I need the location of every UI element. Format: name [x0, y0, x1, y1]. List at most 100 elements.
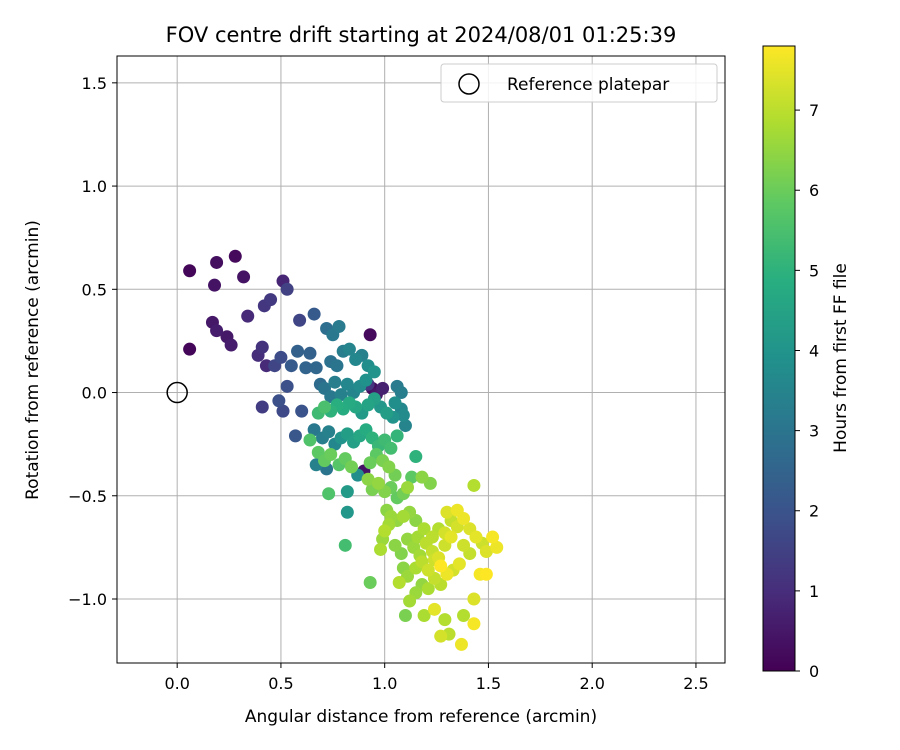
data-point — [210, 324, 224, 338]
chart-title: FOV centre drift starting at 2024/08/01 … — [166, 23, 677, 47]
data-point — [224, 338, 238, 352]
data-point — [299, 361, 313, 375]
y-tick-label: 0.5 — [82, 280, 107, 299]
y-tick-label: 1.0 — [82, 177, 107, 196]
scatter-points — [183, 249, 504, 651]
colorbar-ticks: 0 1 2 3 4 5 6 7 — [795, 101, 819, 681]
data-point — [255, 400, 269, 414]
data-point — [479, 545, 493, 559]
data-point — [438, 613, 452, 627]
plot-frame — [116, 55, 726, 664]
data-point — [361, 398, 375, 412]
x-tick-label: 1.5 — [476, 674, 501, 693]
data-point — [272, 394, 286, 408]
data-point — [434, 629, 448, 643]
legend: Reference platepar — [440, 63, 718, 103]
data-point — [421, 582, 435, 596]
data-point — [384, 441, 398, 455]
data-point — [309, 361, 323, 375]
data-point — [450, 503, 464, 517]
data-point — [183, 342, 197, 356]
colorbar-tick-label: 2 — [809, 502, 819, 521]
data-point — [467, 478, 481, 492]
data-point — [349, 353, 363, 366]
data-point — [280, 282, 294, 296]
data-point — [382, 460, 396, 474]
x-axis-label: Angular distance from reference (arcmin) — [245, 707, 597, 727]
data-point — [183, 264, 197, 278]
data-point — [405, 470, 419, 484]
data-point — [417, 522, 431, 536]
x-tick-label: 2.0 — [579, 674, 604, 693]
data-point — [367, 365, 381, 379]
colorbar-tick-label: 6 — [809, 181, 819, 200]
data-point — [371, 476, 385, 490]
data-point — [342, 342, 356, 356]
y-axis-label: Rotation from reference (arcmin) — [23, 220, 43, 500]
colorbar-tick-label: 7 — [809, 101, 819, 120]
data-point — [380, 406, 394, 420]
data-point — [264, 293, 278, 307]
data-point — [376, 381, 390, 395]
data-point — [344, 460, 358, 474]
data-point — [469, 530, 483, 544]
data-point — [303, 346, 317, 360]
data-point — [274, 350, 288, 364]
data-point — [467, 617, 481, 631]
data-point — [295, 404, 309, 418]
data-point — [340, 485, 354, 499]
data-point — [332, 319, 346, 333]
data-point — [396, 408, 410, 422]
data-point — [328, 375, 342, 389]
data-point — [486, 530, 500, 544]
data-point — [467, 592, 481, 606]
data-point — [403, 594, 417, 608]
data-point — [378, 524, 392, 538]
data-point — [479, 567, 493, 581]
data-point — [401, 481, 415, 495]
data-point — [307, 423, 321, 437]
data-point — [291, 344, 305, 358]
data-point — [457, 538, 471, 552]
data-point — [409, 450, 423, 464]
data-point — [388, 538, 402, 552]
x-tick-label: 0.5 — [268, 674, 293, 693]
data-point — [359, 373, 373, 387]
data-point — [452, 557, 466, 571]
x-axis-ticks: 0.0 0.5 1.0 1.5 2.0 2.5 — [164, 663, 709, 693]
data-point — [293, 313, 307, 327]
data-point — [340, 505, 354, 519]
data-point — [237, 270, 251, 284]
data-point — [363, 575, 377, 589]
data-point — [228, 249, 242, 263]
data-point — [330, 359, 344, 373]
y-tick-label: −1.0 — [68, 590, 107, 609]
data-point — [388, 396, 402, 410]
data-point — [322, 425, 336, 439]
data-point — [241, 309, 255, 323]
data-point — [280, 379, 294, 393]
legend-marker — [458, 73, 480, 95]
data-point — [210, 255, 224, 269]
grid — [117, 56, 725, 663]
data-point — [363, 456, 377, 470]
data-point — [284, 359, 298, 373]
data-point — [208, 278, 222, 292]
data-point — [363, 328, 377, 342]
data-point — [457, 609, 471, 623]
y-tick-label: −0.5 — [68, 487, 107, 506]
colorbar-tick-label: 5 — [809, 261, 819, 280]
y-axis-ticks: −1.0 −0.5 0.0 0.5 1.0 1.5 — [68, 74, 117, 609]
data-point — [454, 637, 468, 651]
data-point — [398, 419, 412, 433]
data-point — [276, 404, 290, 418]
data-point — [427, 602, 441, 616]
data-point — [303, 433, 317, 447]
data-point — [417, 609, 431, 623]
colorbar-tick-label: 0 — [809, 662, 819, 681]
colorbar — [762, 45, 796, 672]
data-point — [338, 538, 352, 552]
data-point — [334, 388, 348, 402]
data-point — [440, 505, 454, 519]
data-point — [396, 509, 410, 523]
